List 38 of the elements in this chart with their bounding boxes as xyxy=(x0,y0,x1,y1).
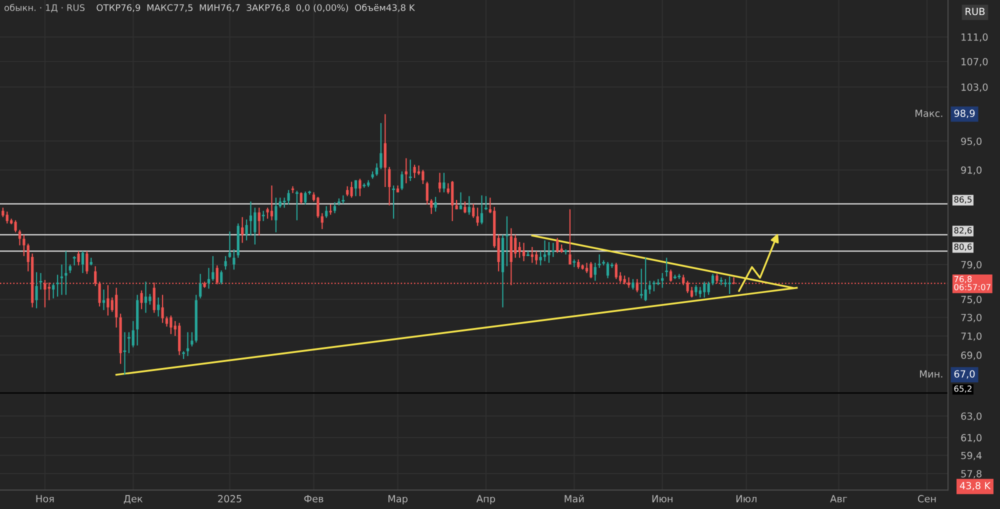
ref-line-label: 65,2 xyxy=(954,386,972,393)
x-tick-label: Дек xyxy=(124,495,143,504)
y-tick-label: 103,0 xyxy=(962,83,988,92)
annotation: Макс. xyxy=(916,110,942,117)
ref-line-label: 76,8 06:57:07 xyxy=(954,276,990,290)
x-tick-label: Апр xyxy=(476,495,496,504)
x-tick-label: Сен xyxy=(918,495,936,502)
x-tick-label: Мар xyxy=(388,495,408,504)
text: RUB xyxy=(966,8,985,16)
y-tick-label: 57,8 xyxy=(961,470,982,478)
x-tick-label: Июл xyxy=(736,495,756,502)
y-tick-label: 71,0 xyxy=(961,332,982,341)
y-tick-label: 73,0 xyxy=(961,314,982,322)
chart-title: обыкн. · 1Д · RUS xyxy=(4,4,85,12)
x-tick-label: Ноя xyxy=(36,495,54,502)
y-tick-label: 95,0 xyxy=(961,138,982,146)
y-tick-label: 75,0 xyxy=(961,296,982,304)
ref-line-label: 86,5 xyxy=(954,196,972,204)
ref-line-label: 80,6 xyxy=(954,244,972,251)
y-tick-label: 107,0 xyxy=(962,58,988,66)
annotation: Мин. xyxy=(920,370,942,378)
x-tick-label: Май xyxy=(564,494,584,502)
x-tick-label: Июн xyxy=(652,495,672,502)
y-tick-label: 63,0 xyxy=(961,412,982,421)
y-tick-label: 69,0 xyxy=(961,352,982,360)
ref-line-label: 82,6 xyxy=(954,227,972,234)
x-tick-label: Авг xyxy=(830,495,848,502)
y-tick-label: 59,4 xyxy=(961,452,982,460)
text: 43,8 K xyxy=(960,482,991,490)
x-tick-label: 2025 xyxy=(218,495,242,502)
y-tick-label: 91,0 xyxy=(961,166,982,175)
y-tick-label: 61,0 xyxy=(961,434,982,442)
y-tick-label: 79,0 xyxy=(961,260,982,270)
annotation: 67,0 xyxy=(954,370,975,379)
annotation: 98,9 xyxy=(954,110,975,118)
x-tick-label: Фев xyxy=(304,495,324,502)
chart-subtitle: ОТКР76,9 МАКС77,5 МИН76,7 ЗАКР76,8 0,0 (0,00%) Объём43,8 K xyxy=(96,4,416,12)
y-tick-label: 111,0 xyxy=(962,33,988,42)
